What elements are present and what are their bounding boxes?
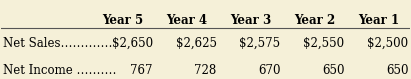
Text: Year 2: Year 2 (294, 14, 335, 27)
Text: Year 4: Year 4 (166, 14, 207, 27)
Text: Year 5: Year 5 (102, 14, 143, 27)
Text: Year 3: Year 3 (230, 14, 271, 27)
Text: Year 1: Year 1 (358, 14, 399, 27)
Text: $2,550: $2,550 (303, 37, 344, 50)
Text: $2,500: $2,500 (367, 37, 408, 50)
Text: Net Sales․․․․․․․․․․․․․: Net Sales․․․․․․․․․․․․․ (3, 37, 112, 50)
Text: Net Income ․․․․․․․․․․: Net Income ․․․․․․․․․․ (3, 64, 116, 77)
Text: $2,650: $2,650 (111, 37, 152, 50)
Text: 728: 728 (194, 64, 217, 77)
Text: 767: 767 (130, 64, 152, 77)
Text: 670: 670 (258, 64, 280, 77)
Text: $2,625: $2,625 (175, 37, 217, 50)
Text: 650: 650 (386, 64, 408, 77)
Text: $2,575: $2,575 (239, 37, 280, 50)
Text: 650: 650 (322, 64, 344, 77)
